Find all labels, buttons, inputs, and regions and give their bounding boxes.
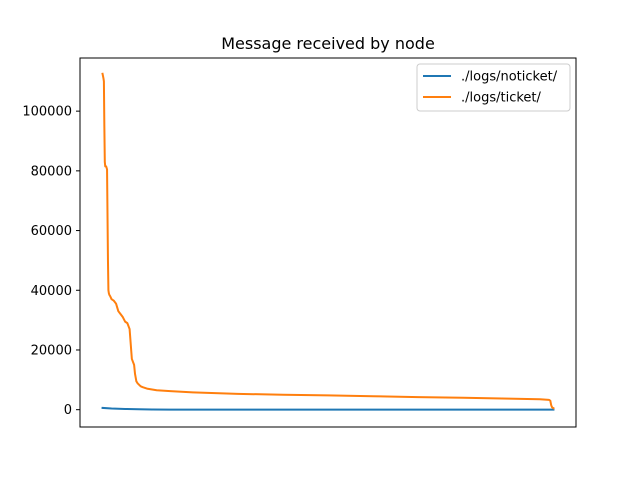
plot-frame (79, 57, 577, 428)
legend: ./logs/noticket/ ./logs/ticket/ (416, 63, 571, 112)
legend-label: ./logs/noticket/ (461, 70, 558, 85)
y-tick-label: 40000 (31, 284, 72, 299)
y-tick-label: 80000 (31, 164, 72, 179)
y-tick-label: 60000 (31, 224, 72, 239)
series-line-1 (101, 72, 555, 410)
y-tick-label: 20000 (31, 343, 72, 358)
y-tick-label: 0 (64, 403, 72, 418)
y-axis: 0 20000 40000 60000 80000 100000 (22, 105, 80, 418)
chart-title: Message received by node (221, 34, 435, 53)
legend-box (416, 63, 571, 112)
y-tick-label: 100000 (22, 105, 72, 120)
plot-area (79, 57, 577, 428)
series-line-0 (101, 406, 555, 411)
legend-label: ./logs/ticket/ (461, 91, 541, 106)
